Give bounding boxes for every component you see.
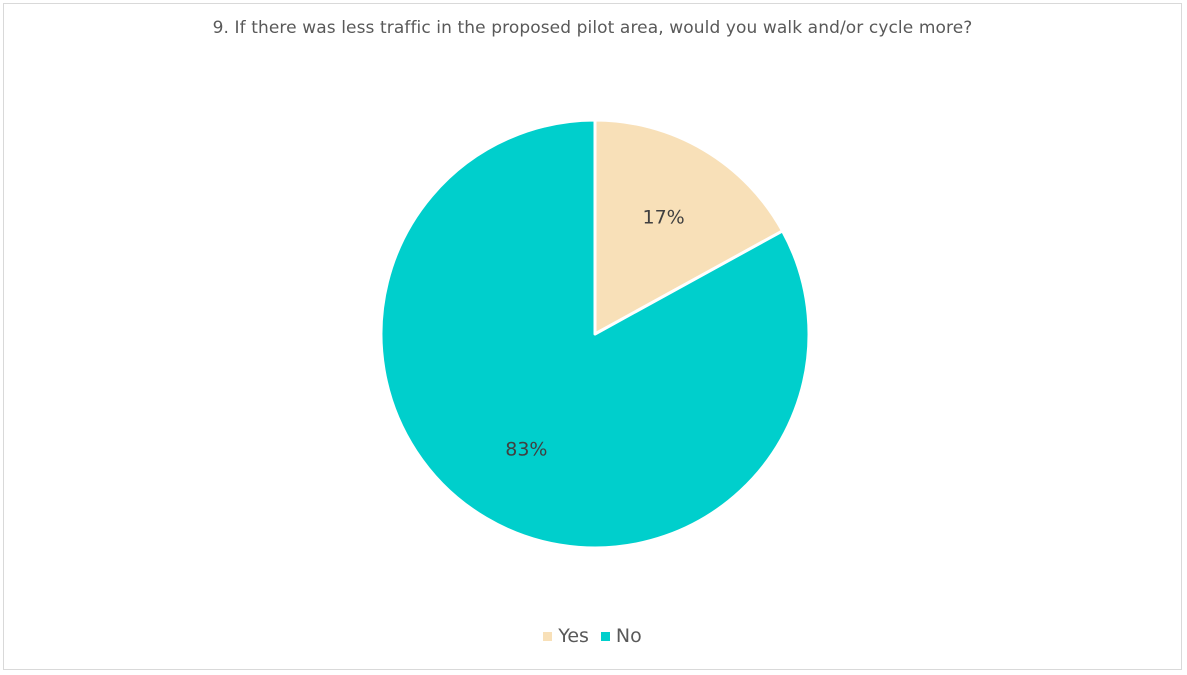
data-label-yes: 17% bbox=[643, 206, 685, 228]
legend: Yes No bbox=[4, 625, 1181, 647]
chart-area: 9. If there was less traffic in the prop… bbox=[3, 3, 1182, 670]
pie-labels: 17% 83% bbox=[505, 206, 684, 460]
chart-title: 9. If there was less traffic in the prop… bbox=[212, 18, 973, 38]
legend-swatch-no bbox=[600, 631, 610, 641]
pie-slices bbox=[379, 118, 811, 550]
pie-chart: 17% 83% bbox=[379, 118, 811, 550]
legend-label-yes: Yes bbox=[558, 625, 589, 647]
pie-slice-yes bbox=[593, 118, 785, 336]
legend-swatch-yes bbox=[543, 631, 553, 641]
legend-label-no: No bbox=[615, 625, 642, 647]
pie-slice-no bbox=[379, 118, 811, 550]
legend-item-no: No bbox=[600, 625, 642, 647]
data-label-no: 83% bbox=[505, 439, 547, 461]
legend-item-yes: Yes bbox=[543, 625, 589, 647]
